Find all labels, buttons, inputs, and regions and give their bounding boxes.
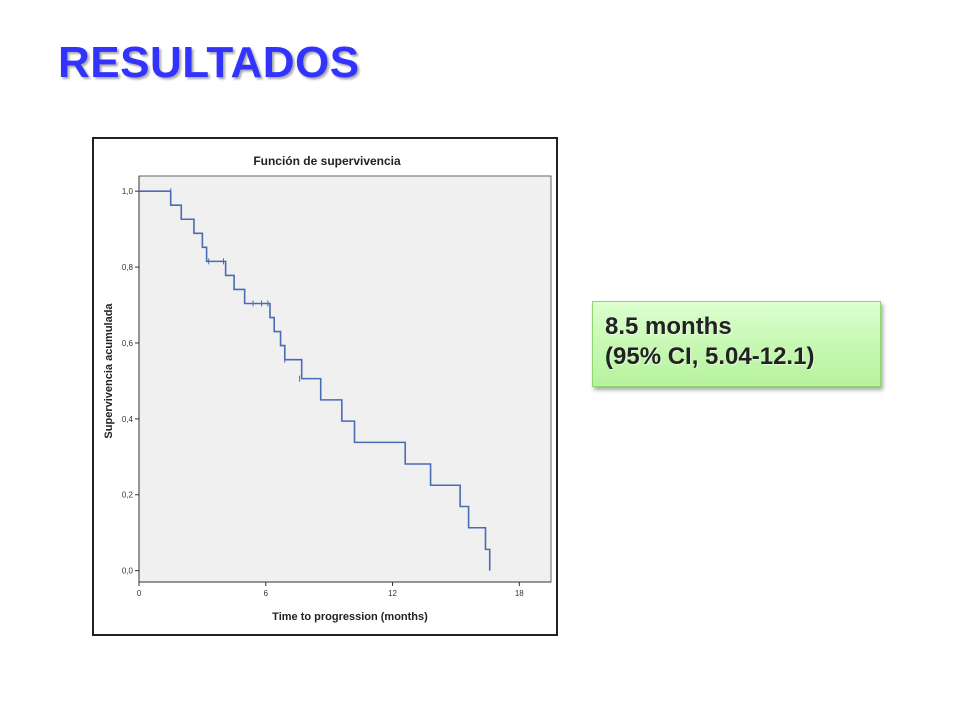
y-tick-label: 1,0 [122,187,134,196]
x-tick-label: 6 [264,589,269,598]
y-tick-label: 0,0 [122,567,134,576]
x-tick-label: 12 [388,589,397,598]
confidence-interval: (95% CI, 5.04-12.1) [605,343,815,370]
y-tick-label: 0,6 [122,339,134,348]
y-axis-title: Supervivencia acumulada [103,303,115,439]
plot-area [138,175,552,583]
survival-step-line [139,190,491,571]
y-tick-label: 0,8 [122,263,134,272]
chart-axes [138,176,551,583]
slide-title: RESULTADOS [58,38,360,87]
median-result-box: 8.5 months (95% CI, 5.04-12.1) [592,301,881,387]
x-tick-label: 18 [515,589,524,598]
y-tick-label: 0,4 [122,415,134,424]
survival-chart: 0 6 12 18 0,0 0,2 0,4 0,6 0,8 1,0 Función de supe… [103,154,552,623]
x-axis-title: Time to progression (months) [272,611,428,623]
survival-chart-figure: 0 6 12 18 0,0 0,2 0,4 0,6 0,8 1,0 Función de supe… [92,137,558,636]
chart-marks [139,188,491,571]
median-value: 8.5 months [605,313,732,340]
x-tick-label: 0 [137,589,142,598]
chart-title: Función de supervivencia [253,154,401,168]
chart-ticks: 0 6 12 18 0,0 0,2 0,4 0,6 0,8 1,0 [122,187,524,598]
y-tick-label: 0,2 [122,491,134,500]
